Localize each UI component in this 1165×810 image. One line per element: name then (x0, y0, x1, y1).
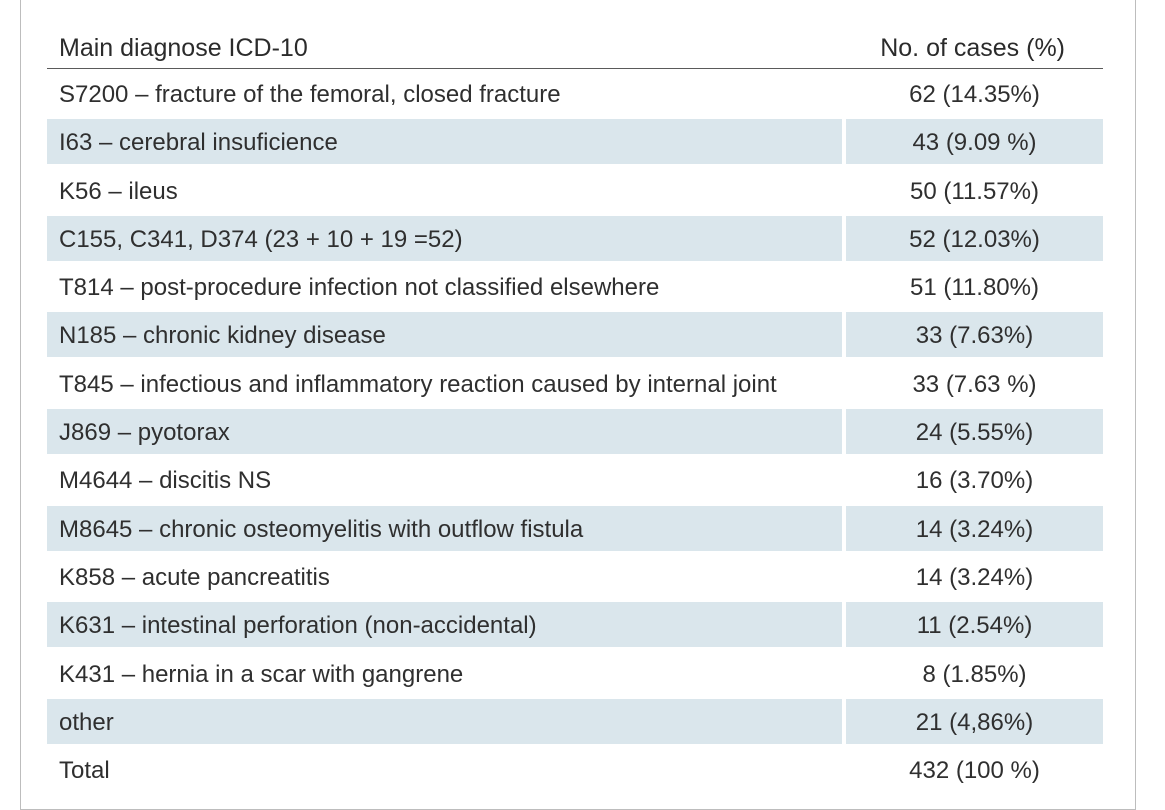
total-label: Total (59, 757, 110, 785)
diagnosis-text: S7200 – fracture of the femoral, closed … (59, 81, 561, 108)
cases-cell: 14 (3.24%) (846, 554, 1103, 599)
table-row: M8645 – chronic osteomyelitis with outfl… (47, 504, 1103, 552)
table-row: K858 – acute pancreatitis 14 (3.24%) (47, 552, 1103, 600)
table-row: other 21 (4,86%) (47, 697, 1103, 745)
diagnosis-text: other (59, 708, 114, 736)
cases-cell: 33 (7.63%) (846, 312, 1103, 358)
diagnosis-text: C155, C341, D374 (23 + 10 + 19 =52) (59, 225, 463, 253)
diagnosis-cell: T845 – infectious and inflammatory react… (47, 361, 842, 406)
header-cases: No. of cases (%) (880, 34, 1065, 62)
cases-text: 21 (4,86%) (915, 708, 1034, 736)
diagnosis-text: T845 – infectious and inflammatory react… (59, 370, 777, 398)
diagnosis-cell: M8645 – chronic osteomyelitis with outfl… (47, 505, 842, 551)
cases-cell: 432 (100 %) (846, 747, 1103, 792)
diagnosis-cell: S7200 – fracture of the femoral, closed … (47, 71, 842, 116)
cases-text: 14 (3.24%) (915, 563, 1034, 591)
diagnosis-cell: other (47, 698, 842, 744)
diagnosis-cell: K56 – ileus (47, 168, 842, 213)
diagnosis-cell: K858 – acute pancreatitis (47, 554, 842, 599)
diagnosis-table: Main diagnose ICD-10 No. of cases (%) S7… (47, 20, 1103, 793)
table-row: M4644 – discitis NS 16 (3.70%) (47, 455, 1103, 503)
cases-text: 50 (11.57%) (910, 177, 1039, 205)
diagnosis-cell: M4644 – discitis NS (47, 457, 842, 502)
table-row: S7200 – fracture of the femoral, closed … (47, 69, 1103, 117)
cases-text: 14 (3.24%) (915, 515, 1034, 543)
cases-text: 43 (9.09 %) (912, 129, 1037, 157)
table-row: N185 – chronic kidney disease 33 (7.63%) (47, 310, 1103, 358)
cases-cell: 16 (3.70%) (846, 457, 1103, 502)
table-row: K431 – hernia in a scar with gangrene 8 … (47, 649, 1103, 697)
diagnosis-text: I63 – cerebral insuficience (59, 129, 338, 157)
total-value: 432 (100 %) (909, 757, 1040, 785)
cases-cell: 50 (11.57%) (846, 168, 1103, 213)
table-row: I63 – cerebral insuficience 43 (9.09 %) (47, 117, 1103, 165)
cases-text: 62 (14.35%) (909, 81, 1040, 108)
cases-cell: 62 (14.35%) (846, 71, 1103, 116)
cases-cell: 52 (12.03%) (846, 215, 1103, 261)
diagnosis-cell: T814 – post-procedure infection not clas… (47, 264, 842, 309)
diagnosis-text: M4644 – discitis NS (59, 467, 272, 495)
header-diagnosis: Main diagnose ICD-10 (59, 34, 308, 62)
table-header: Main diagnose ICD-10 No. of cases (%) (47, 20, 1103, 69)
table-row: K56 – ileus 50 (11.57%) (47, 166, 1103, 214)
cases-cell: 14 (3.24%) (846, 505, 1103, 551)
table-row: T814 – post-procedure infection not clas… (47, 262, 1103, 310)
diagnosis-text: M8645 – chronic osteomyelitis with outfl… (59, 515, 584, 543)
cases-text: 52 (12.03%) (909, 225, 1040, 253)
table-row: T845 – infectious and inflammatory react… (47, 359, 1103, 407)
cases-cell: 43 (9.09 %) (846, 119, 1103, 165)
diagnosis-cell: K431 – hernia in a scar with gangrene (47, 651, 842, 696)
diagnosis-text: J869 – pyotorax (59, 419, 230, 447)
diagnosis-cell: Total (47, 747, 842, 792)
cases-text: 8 (1.85%) (922, 660, 1027, 688)
diagnosis-text: K431 – hernia in a scar with gangrene (59, 660, 464, 688)
cases-cell: 11 (2.54%) (846, 602, 1103, 648)
cases-cell: 33 (7.63 %) (846, 361, 1103, 406)
cases-cell: 8 (1.85%) (846, 651, 1103, 696)
cases-text: 51 (11.80%) (910, 274, 1039, 302)
cases-text: 24 (5.55%) (915, 419, 1034, 447)
cases-cell: 51 (11.80%) (846, 264, 1103, 309)
diagnosis-text: K56 – ileus (59, 177, 178, 205)
table-row: C155, C341, D374 (23 + 10 + 19 =52) 52 (… (47, 214, 1103, 262)
diagnosis-cell: I63 – cerebral insuficience (47, 119, 842, 165)
diagnosis-text: K631 – intestinal perforation (non-accid… (59, 612, 537, 640)
diagnosis-text: K858 – acute pancreatitis (59, 563, 330, 591)
diagnosis-cell: N185 – chronic kidney disease (47, 312, 842, 358)
diagnosis-cell: K631 – intestinal perforation (non-accid… (47, 602, 842, 648)
total-row: Total 432 (100 %) (47, 745, 1103, 793)
cases-text: 11 (2.54%) (916, 612, 1033, 640)
cases-text: 33 (7.63 %) (912, 370, 1037, 398)
diagnosis-cell: J869 – pyotorax (47, 409, 842, 455)
cases-cell: 24 (5.55%) (846, 409, 1103, 455)
cases-cell: 21 (4,86%) (846, 698, 1103, 744)
cases-text: 16 (3.70%) (915, 467, 1034, 495)
diagnosis-text: N185 – chronic kidney disease (59, 322, 386, 350)
table-row: K631 – intestinal perforation (non-accid… (47, 600, 1103, 648)
diagnosis-text: T814 – post-procedure infection not clas… (59, 274, 660, 302)
table-row: J869 – pyotorax 24 (5.55%) (47, 407, 1103, 455)
cases-text: 33 (7.63%) (915, 322, 1034, 350)
diagnosis-cell: C155, C341, D374 (23 + 10 + 19 =52) (47, 215, 842, 261)
